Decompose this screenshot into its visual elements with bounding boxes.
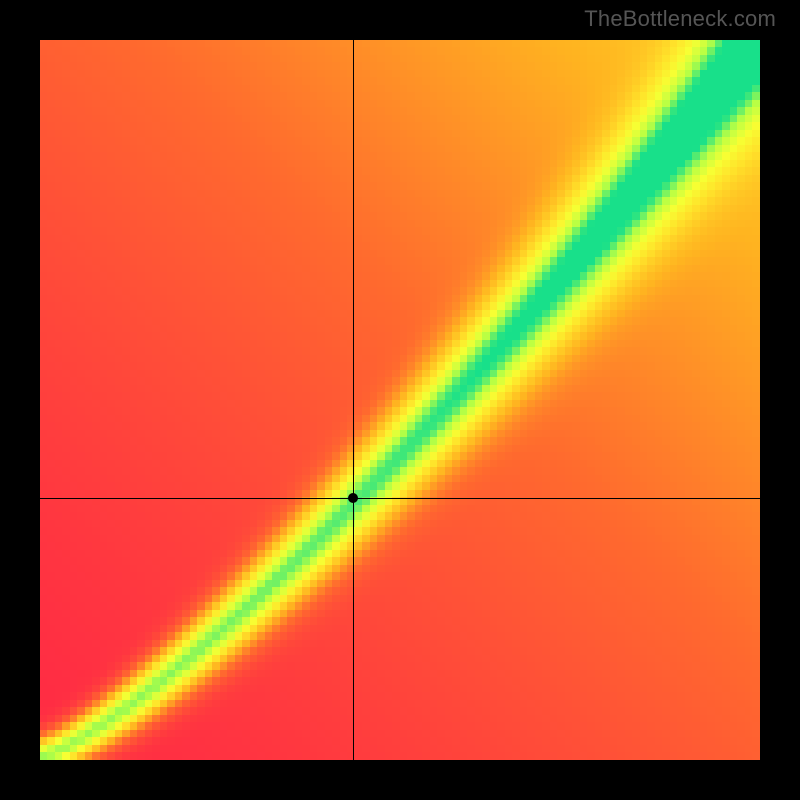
heatmap-canvas [40,40,760,760]
plot-area [40,40,760,760]
watermark-text: TheBottleneck.com [584,6,776,32]
crosshair-vertical [353,40,354,760]
crosshair-point [348,493,358,503]
crosshair-horizontal [40,498,760,499]
